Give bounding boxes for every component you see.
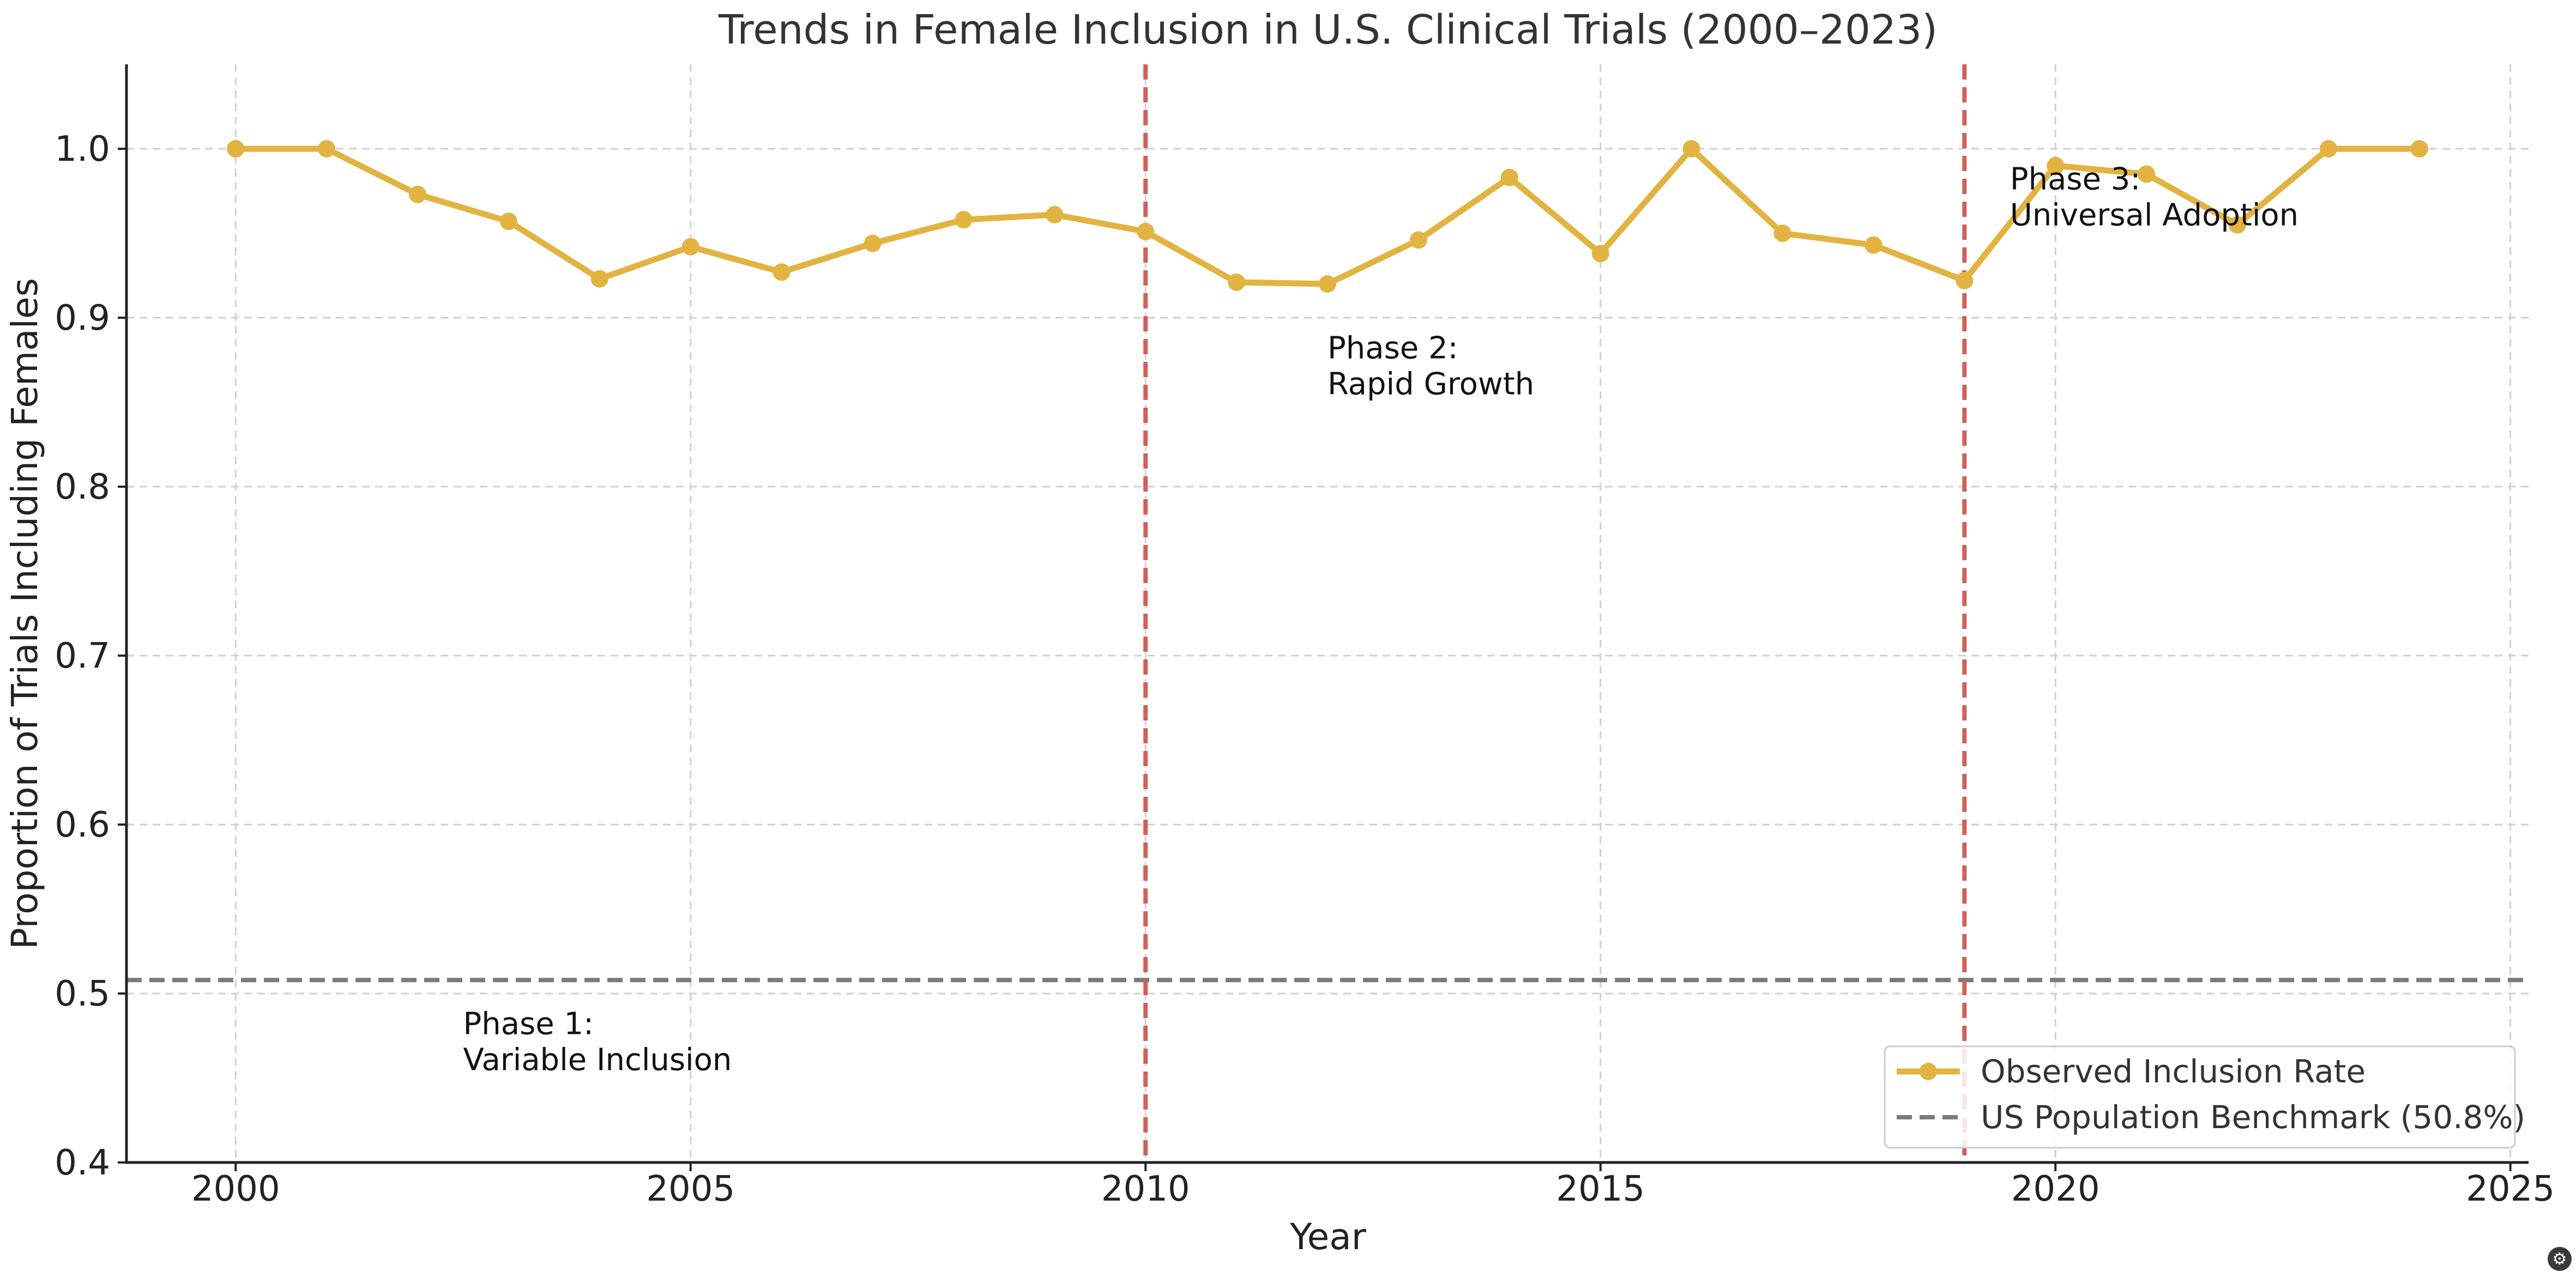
data-point (1228, 273, 1246, 291)
y-tick-label: 0.5 (55, 974, 110, 1014)
y-tick-label: 0.8 (55, 467, 110, 507)
x-tick-label: 2020 (2011, 1169, 2100, 1209)
phase-annotation: Phase 2: Rapid Growth (1328, 330, 1534, 402)
chart-title: Trends in Female Inclusion in U.S. Clini… (718, 7, 1938, 53)
x-tick-label: 2015 (1556, 1169, 1645, 1209)
data-point (955, 211, 973, 229)
x-tick-label: 2000 (191, 1169, 280, 1209)
reference-lines (126, 64, 2529, 1162)
data-point (773, 263, 791, 281)
data-point (318, 140, 336, 158)
x-tick-label: 2005 (646, 1169, 735, 1209)
series-layer (227, 140, 2428, 293)
y-tick-label: 0.6 (55, 805, 110, 845)
legend-swatch-marker (1920, 1063, 1937, 1080)
data-point (864, 234, 882, 252)
y-tick-label: 0.7 (55, 636, 110, 676)
phase-annotation: Phase 1: Variable Inclusion (463, 1006, 732, 1077)
phase-annotation-line: Universal Adoption (2010, 197, 2299, 233)
data-point (2228, 216, 2246, 234)
x-axis-label: Year (1289, 1216, 1367, 1258)
annotations: Phase 1: Variable Inclusion Phase 2: Rapid … (463, 161, 2299, 1077)
data-point (2410, 140, 2428, 158)
y-tick-label: 0.4 (55, 1143, 110, 1183)
data-point (2319, 140, 2337, 158)
data-point (1591, 245, 1609, 263)
x-tick-label: 2025 (2466, 1169, 2555, 1209)
phase-annotation-line: Phase 1: (463, 1006, 594, 1041)
y-tick-label: 1.0 (55, 129, 110, 169)
phase-annotation-line: Phase 2: (1328, 330, 1458, 366)
legend-label: US Population Benchmark (50.8%) (1981, 1099, 2525, 1136)
data-point (1409, 231, 1427, 249)
data-point (1773, 225, 1791, 242)
phase-annotation: Phase 3: Universal Adoption (2010, 161, 2299, 233)
data-point (409, 185, 427, 203)
phase-annotation-line: Variable Inclusion (463, 1042, 732, 1077)
x-tick-label: 2010 (1101, 1169, 1190, 1209)
data-point (1500, 168, 1518, 186)
y-tick-label: 0.9 (55, 298, 110, 338)
data-point (681, 238, 699, 256)
ticks: 2000 2005 2010 2015 2020 2025 0.4 0.5 0.6 0.7 0.8 0… (55, 129, 2555, 1209)
data-point (2047, 157, 2065, 174)
data-point (1046, 205, 1064, 223)
data-point (590, 270, 608, 288)
legend-label: Observed Inclusion Rate (1981, 1053, 2366, 1090)
data-point (1682, 140, 1700, 158)
data-point (1137, 222, 1155, 240)
legend-box (1884, 1045, 2516, 1149)
phase-annotation-line: Rapid Growth (1328, 366, 1534, 402)
settings-icon[interactable]: ⚙ (2548, 1247, 2572, 1271)
y-axis-label: Proportion of Trials Including Females (4, 278, 46, 949)
data-point (1319, 275, 1336, 293)
data-point (227, 140, 245, 158)
phase-annotation-line: Phase 3: (2010, 161, 2141, 197)
legend[interactable]: Observed Inclusion Rate US Population Ben… (1884, 1045, 2525, 1149)
data-point (1865, 236, 1883, 254)
data-point (2138, 165, 2156, 183)
data-point (499, 213, 517, 231)
data-point (1956, 271, 1974, 289)
